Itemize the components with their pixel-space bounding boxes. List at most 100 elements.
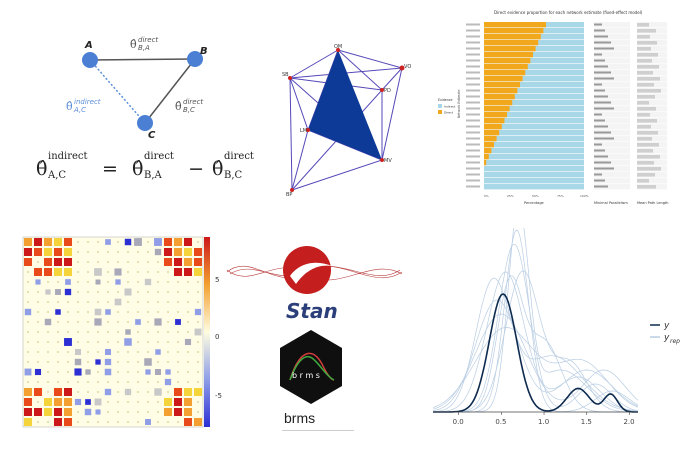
heatmap-cell [64,408,72,416]
evidence-bar-direct [484,118,505,124]
evidence-side-cell [594,100,630,106]
ppc-legend-label-yrep-sub: rep [670,338,680,345]
heatmap-cell [34,368,42,376]
heatmap-cell [87,271,89,273]
stan-logo-swoosh [290,262,332,284]
heatmap-cell [177,381,179,383]
heatmap-cell [107,411,109,413]
triangle-panel: A B C θ̂ direct B,A θ̂ direct B,C θ̂ ind… [30,10,260,210]
evidence-row-label [466,77,480,80]
evidence-xtick: 50% [532,194,539,198]
evidence-legend: Evidence Indirect Direct [438,98,456,115]
heatmap-cell [47,421,49,423]
heatmap-cell [117,421,119,423]
heatmap-cell [104,358,112,366]
heatmap-cell [64,398,72,406]
evidence-bar-direct [484,58,531,64]
ppc-yrep-line [433,243,639,413]
evidence-side-bar [594,77,614,80]
heatmap-cell [164,398,172,406]
heatmap-cell [154,238,162,246]
heatmap-cell [87,381,89,383]
heatmap-cell [147,391,149,393]
heatmap-cell [64,258,72,266]
heatmap-cell [127,261,129,263]
evidence-side-cell [594,142,630,148]
heatmap-cell [97,381,99,383]
heatmap-cell [107,291,109,293]
heatmap-cell [127,371,129,373]
evidence-side-cell [594,58,630,64]
heatmap-cell [177,421,179,423]
evidence-xlabel: Percentage [524,201,544,205]
heatmap-cell [97,331,99,333]
evidence-bar-indirect [484,82,584,88]
evidence-row-label [466,89,480,92]
heatmap-cell [45,289,51,295]
heatmap-cell [154,318,162,326]
evidence-side-bar [637,41,657,45]
heatmap-cell [97,351,99,353]
heatmap-cell [24,368,32,376]
evidence-side-cell [594,82,630,88]
heatmap-cell [107,401,109,403]
heatmap-cell [137,281,139,283]
theta-ba-symbol: θ̂ [130,38,137,51]
formula-term2: θ̂ direct B,C [212,151,256,181]
evidence-row-label [466,59,480,62]
heatmap-cell [64,288,72,296]
heatmap-cell [27,341,29,343]
heatmap-cell [44,268,52,276]
theta-bc-symbol: θ̂ [175,100,182,113]
heatmap-cell [177,291,179,293]
heatmap-cell [167,291,169,293]
network-node-label: LM [300,128,307,134]
heatmap-cell [47,301,49,303]
heatmap-cell [24,308,32,316]
heatmap-cell [127,361,129,363]
ppc-yrep-line [433,275,638,413]
evidence-legend-swatch-direct [438,110,442,114]
heatmap-cell [184,268,192,276]
heatmap-cell [24,238,32,246]
heatmap-cell [177,371,179,373]
evidence-side-bar [637,65,659,69]
evidence-side-bar [637,35,650,39]
ppc-yrep-line [432,299,639,412]
heatmap-cell [164,248,172,256]
network-graph: OM SB VO PD MV LM BP [282,44,411,198]
evidence-row-label [466,131,480,134]
network-edge [381,67,403,91]
heatmap-cell [117,261,119,263]
heatmap-cell [167,271,169,273]
heatmap-cell [127,411,129,413]
evidence-side-cell [594,154,630,160]
heatmap-cell [157,311,159,313]
heatmap-cell [77,301,79,303]
heatmap-cell [47,311,49,313]
heatmap-cell [54,408,62,416]
heatmap-cell [197,281,199,283]
heatmap-cell [177,351,179,353]
heatmap-cell [54,398,62,406]
evidence-side-cell [637,100,667,106]
network-edge [289,77,293,191]
heatmap-cell [167,391,169,393]
heatmap-cell [54,258,62,266]
evidence-side-bar [594,53,602,56]
heatmap-cell [74,368,82,376]
heatmap-cell [64,388,72,396]
heatmap-cell [64,268,72,276]
heatmap-cell [24,258,32,266]
heatmap-cell [117,331,119,333]
heatmap-cell [157,361,159,363]
heatmap-cell [127,251,129,253]
heatmap-cell [147,291,149,293]
evidence-bar-direct [484,88,518,94]
heatmap-cell [184,398,192,406]
heatmap-cell [47,371,49,373]
heatmap-cell [157,301,159,303]
heatmap-cell [44,258,52,266]
heatmap-cell [87,391,89,393]
heatmap-cell [57,281,59,283]
